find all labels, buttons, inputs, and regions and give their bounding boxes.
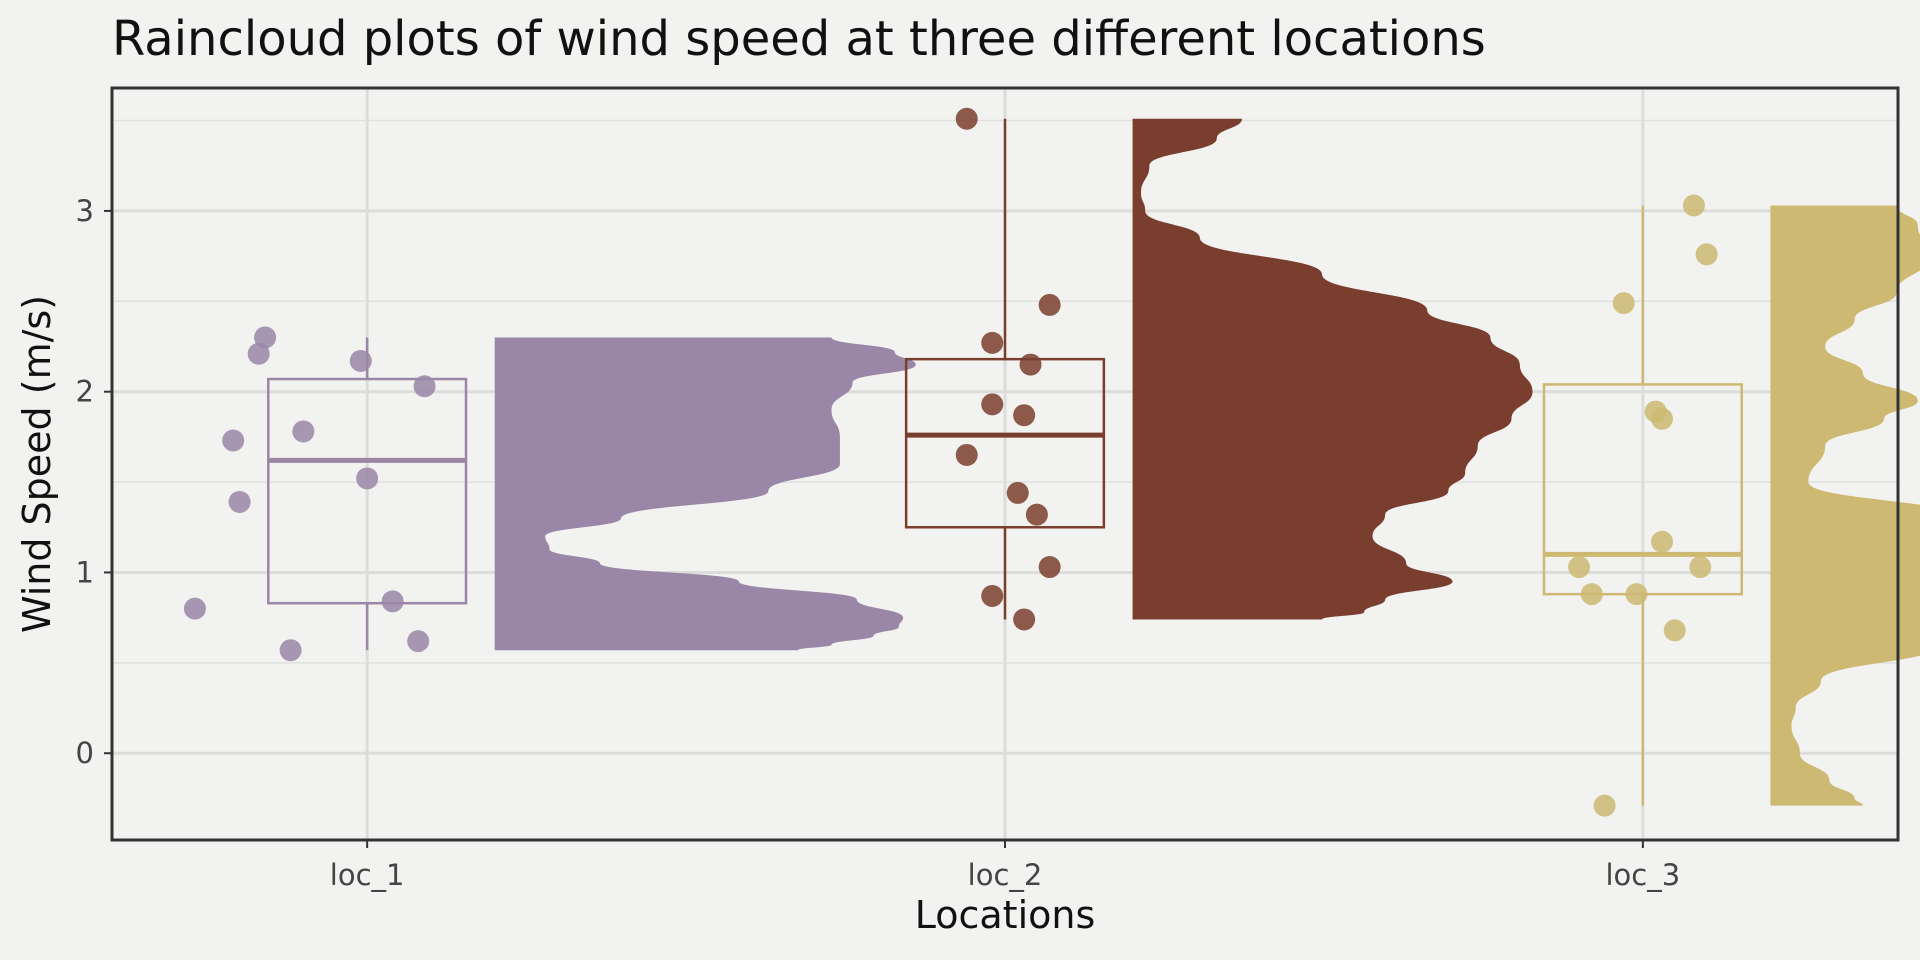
data-point [981,393,1004,416]
data-point [247,342,270,365]
axis-ticks: 0 1 2 3 loc_1 loc_2 loc_3 [76,194,1681,892]
plot-marks [183,107,1920,817]
data-point [1682,194,1705,217]
raincloud-loc_2 [904,107,1533,631]
data-point [1013,608,1036,631]
data-point [981,331,1004,354]
x-tick-label-loc_3: loc_3 [1606,858,1681,892]
data-point [222,429,245,452]
data-point [183,597,206,620]
chart-title: Raincloud plots of wind speed at three d… [112,11,1486,67]
x-tick-label-loc_2: loc_2 [968,858,1043,892]
data-point [1650,530,1673,553]
data-point [1663,619,1686,642]
data-point [981,584,1004,607]
data-point [1612,292,1635,315]
data-point [356,467,379,490]
x-tick-label-loc_1: loc_1 [330,858,405,892]
data-point [1650,407,1673,430]
data-point [1593,794,1616,817]
data-point [279,639,302,662]
y-tick-label: 0 [76,736,94,770]
y-axis-title: Wind Speed (m/s) [15,295,59,633]
data-point [407,630,430,653]
data-point [1038,556,1061,579]
density-cloud [494,337,916,651]
data-point [1006,481,1029,504]
data-point [228,490,251,513]
data-point [1689,556,1712,579]
data-point [1625,583,1648,606]
data-point [349,349,372,372]
data-point [1568,556,1591,579]
raincloud-loc_3 [1542,194,1920,817]
density-cloud [1132,118,1533,620]
data-point [1019,353,1042,376]
box-iqr [267,377,468,605]
density-cloud [1770,205,1920,806]
data-point [1013,404,1036,427]
raincloud-loc_1 [183,326,916,662]
data-point [955,443,978,466]
data-point [1038,293,1061,316]
data-point [292,420,315,443]
data-point [955,107,978,130]
y-tick-label: 1 [76,555,94,589]
y-tick-label: 3 [76,194,94,228]
y-tick-label: 2 [76,375,94,409]
box-iqr [904,357,1106,529]
data-point [1025,503,1048,526]
data-point [1695,243,1718,266]
data-point [413,375,436,398]
data-point [1580,583,1603,606]
data-point [381,590,404,613]
x-axis-title: Locations [915,893,1096,937]
